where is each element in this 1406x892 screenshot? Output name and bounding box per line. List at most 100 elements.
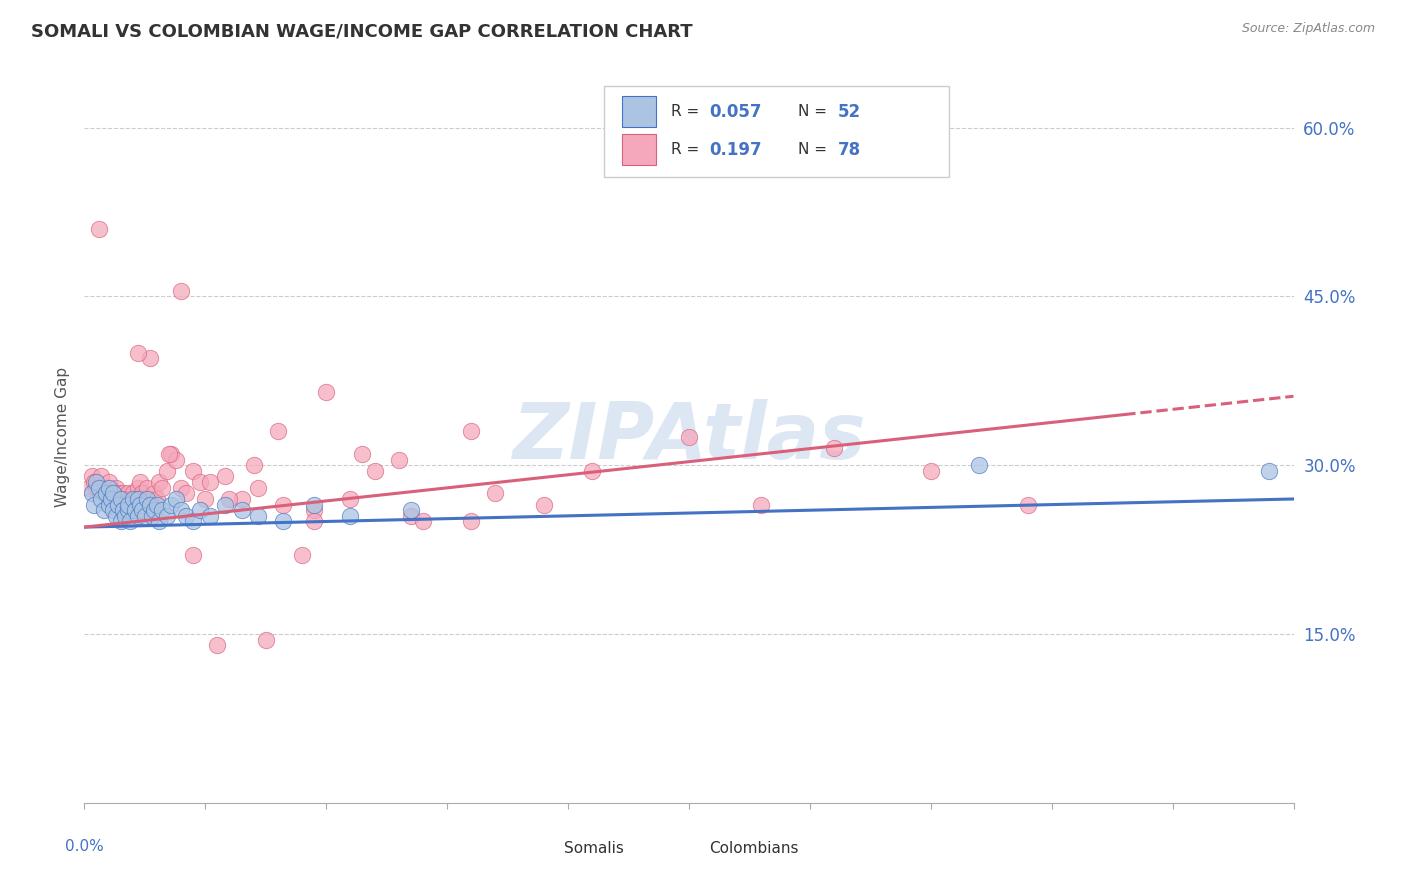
Text: ZIPAtlas: ZIPAtlas [512, 399, 866, 475]
Point [94, 486, 117, 500]
Point [127, 508, 149, 523]
Point [198, 508, 221, 523]
Point [174, 486, 197, 500]
Point [271, 498, 294, 512]
Point [127, 481, 149, 495]
Text: R =: R = [671, 142, 704, 157]
Point [678, 430, 700, 444]
Point [80, 469, 103, 483]
Point [581, 464, 603, 478]
Point [150, 481, 173, 495]
Point [97, 475, 120, 489]
Text: 52: 52 [838, 103, 860, 120]
Point [90, 491, 112, 506]
Point [1258, 464, 1281, 478]
Point [412, 515, 434, 529]
Point [127, 345, 149, 359]
Point [97, 491, 120, 506]
Text: Colombians: Colombians [710, 841, 799, 856]
Point [87, 222, 110, 236]
Point [967, 458, 990, 473]
Point [174, 508, 197, 523]
Point [170, 284, 193, 298]
Point [121, 491, 143, 506]
Point [198, 475, 221, 489]
Point [214, 498, 236, 512]
Point [214, 469, 236, 483]
Point [170, 481, 193, 495]
Point [103, 491, 125, 506]
Point [117, 498, 139, 512]
Point [104, 508, 127, 523]
Point [165, 452, 187, 467]
Point [363, 464, 385, 478]
Point [97, 481, 120, 495]
Point [143, 503, 166, 517]
Point [86, 475, 108, 489]
Point [120, 515, 142, 529]
Point [136, 491, 159, 506]
Point [110, 491, 132, 506]
Point [94, 481, 117, 495]
Point [254, 632, 277, 647]
Point [291, 548, 314, 562]
Point [160, 447, 183, 461]
Text: 0.057: 0.057 [710, 103, 762, 120]
Point [190, 503, 212, 517]
Point [150, 503, 173, 517]
Point [302, 515, 325, 529]
Point [148, 515, 170, 529]
Point [127, 491, 149, 506]
Point [112, 486, 135, 500]
Point [339, 508, 361, 523]
Point [231, 491, 253, 506]
Point [160, 498, 183, 512]
Point [157, 447, 180, 461]
Point [131, 503, 153, 517]
Point [103, 498, 125, 512]
Point [103, 503, 125, 517]
Point [138, 498, 160, 512]
Point [920, 464, 942, 478]
Text: 0.197: 0.197 [710, 141, 762, 159]
Point [90, 469, 112, 483]
Point [124, 503, 146, 517]
Point [83, 498, 105, 512]
Point [194, 491, 217, 506]
Point [100, 491, 122, 506]
Point [148, 475, 170, 489]
Point [181, 464, 204, 478]
Text: SOMALI VS COLOMBIAN WAGE/INCOME GAP CORRELATION CHART: SOMALI VS COLOMBIAN WAGE/INCOME GAP CORR… [31, 22, 693, 40]
Point [136, 481, 159, 495]
Point [165, 491, 187, 506]
Point [143, 486, 166, 500]
Point [141, 508, 163, 523]
Point [271, 515, 294, 529]
Point [823, 442, 845, 456]
Point [87, 481, 110, 495]
Point [117, 486, 139, 500]
Point [114, 491, 136, 506]
FancyBboxPatch shape [676, 838, 703, 860]
Point [190, 475, 212, 489]
Point [93, 503, 115, 517]
Point [1017, 498, 1039, 512]
Point [460, 515, 482, 529]
Point [218, 491, 240, 506]
Point [302, 503, 325, 517]
Point [460, 425, 482, 439]
Point [181, 515, 204, 529]
Point [533, 498, 555, 512]
Point [141, 498, 163, 512]
Point [751, 498, 773, 512]
Point [83, 475, 105, 489]
Point [146, 498, 169, 512]
FancyBboxPatch shape [605, 86, 949, 178]
Point [155, 464, 177, 478]
FancyBboxPatch shape [623, 96, 657, 127]
Point [129, 475, 152, 489]
Point [170, 503, 193, 517]
Point [315, 385, 337, 400]
Point [399, 508, 422, 523]
Point [339, 491, 361, 506]
